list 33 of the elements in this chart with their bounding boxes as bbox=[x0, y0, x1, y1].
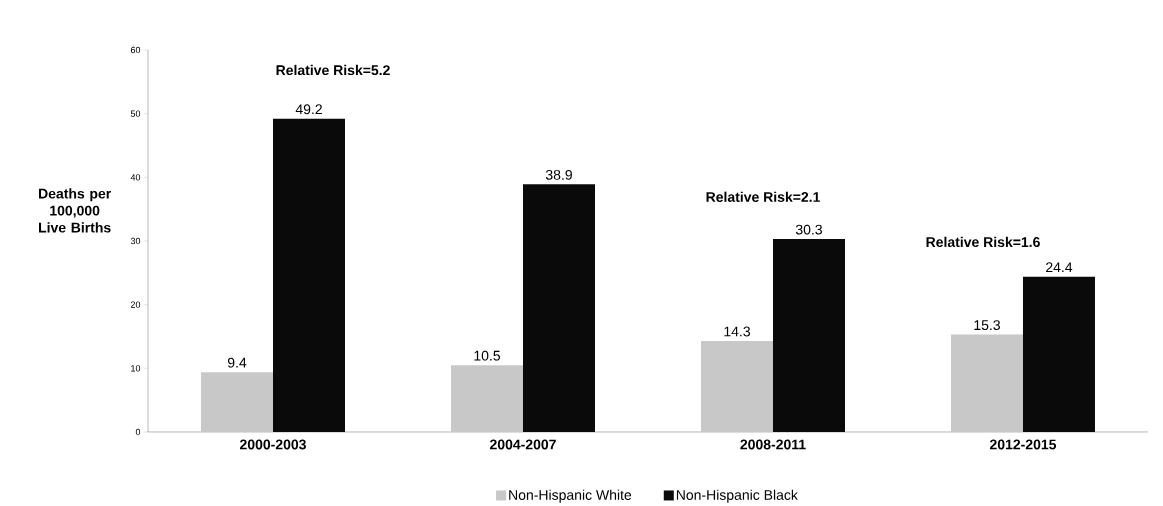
bar bbox=[273, 118, 346, 432]
y-tick-label: 20 bbox=[130, 301, 141, 308]
y-tick-label: 40 bbox=[130, 174, 141, 181]
data-label: 24.4 bbox=[1046, 262, 1073, 273]
annotation: Relative Risk=1.6 bbox=[926, 236, 1040, 248]
x-tick-label: 2004-2007 bbox=[490, 439, 556, 450]
annotation: Relative Risk=5.2 bbox=[276, 64, 390, 76]
y-tick-label: 30 bbox=[130, 237, 141, 245]
bar bbox=[1022, 276, 1095, 432]
y-tick-label: 60 bbox=[130, 46, 141, 54]
bar bbox=[773, 239, 845, 432]
y-tick-label: 50 bbox=[130, 110, 141, 117]
bar bbox=[950, 334, 1023, 432]
bar bbox=[451, 365, 523, 432]
data-label: 15.3 bbox=[974, 320, 1000, 331]
bar bbox=[201, 372, 274, 432]
y-axis-title: Deaths per 100,000 Live Births bbox=[39, 188, 111, 233]
data-label: 10.5 bbox=[474, 350, 501, 361]
data-label: 38.9 bbox=[545, 169, 572, 180]
data-label: 14.3 bbox=[724, 326, 750, 337]
x-tick-label: 2012-2015 bbox=[990, 439, 1057, 450]
annotation: Relative Risk=2.1 bbox=[706, 191, 820, 202]
y-tick-label: 0 bbox=[135, 428, 141, 436]
data-label: 30.3 bbox=[795, 224, 822, 235]
data-label: 9.4 bbox=[227, 357, 247, 368]
y-tick-label: 10 bbox=[131, 365, 141, 372]
legend-label: Non-Hispanic Black bbox=[676, 489, 798, 503]
x-tick-label: 2008-2011 bbox=[740, 439, 806, 450]
x-tick-label: 2000-2003 bbox=[240, 439, 306, 450]
bar bbox=[701, 340, 773, 432]
bar bbox=[523, 184, 595, 432]
data-label: 49.2 bbox=[295, 104, 322, 115]
legend-label: Non-Hispanic White bbox=[509, 489, 632, 503]
